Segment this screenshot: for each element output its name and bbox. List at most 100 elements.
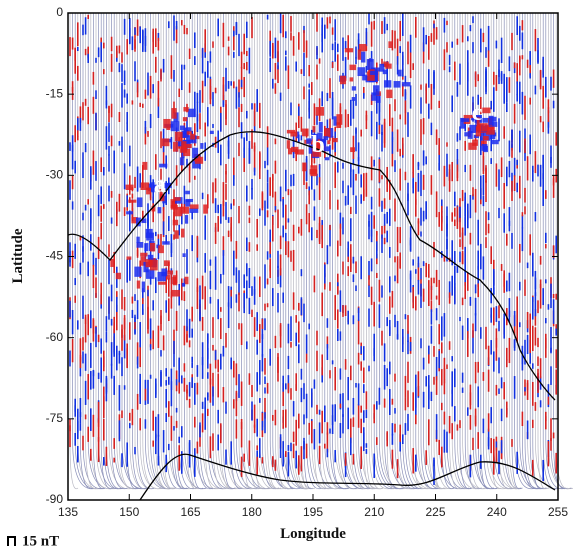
track bbox=[80, 13, 94, 490]
anomaly-blob bbox=[174, 206, 183, 217]
anomaly-blob bbox=[136, 236, 140, 243]
track bbox=[449, 13, 462, 490]
anomaly-blob bbox=[203, 204, 208, 214]
anomaly-blob bbox=[136, 242, 144, 248]
anomaly-blob bbox=[490, 139, 499, 145]
anomaly-blob bbox=[470, 114, 476, 119]
anomaly-blob bbox=[323, 136, 329, 141]
y-axis-title: Latitude bbox=[10, 228, 26, 283]
y-tick-label: -75 bbox=[46, 411, 64, 425]
x-tick-label: 195 bbox=[303, 505, 323, 519]
track bbox=[111, 13, 128, 490]
x-axis-title: Longitude bbox=[280, 526, 346, 542]
anomaly-blob bbox=[183, 148, 191, 157]
track bbox=[243, 13, 253, 490]
anomaly-blob bbox=[185, 190, 190, 195]
anomaly-blob bbox=[158, 245, 164, 254]
anomaly-blob bbox=[151, 205, 156, 212]
track bbox=[425, 13, 450, 490]
x-tick-label: 210 bbox=[364, 505, 384, 519]
anomaly-blob bbox=[357, 67, 366, 77]
anomaly-blob bbox=[351, 86, 357, 91]
y-tick-label: -45 bbox=[46, 249, 64, 263]
anomaly-blob bbox=[145, 269, 155, 279]
anomaly-blob bbox=[482, 107, 491, 114]
anomaly-blob bbox=[183, 143, 192, 149]
anomaly-blob bbox=[163, 118, 171, 129]
anomaly-blob bbox=[190, 133, 196, 140]
track bbox=[340, 13, 357, 490]
anomaly-blob bbox=[151, 182, 155, 193]
anomaly-blob bbox=[171, 108, 177, 119]
anomaly-blob bbox=[126, 256, 132, 260]
anomaly-blob bbox=[473, 134, 480, 139]
anomaly-blob bbox=[358, 44, 367, 52]
anomaly-blob bbox=[313, 139, 321, 149]
anomaly-blob bbox=[296, 149, 304, 155]
anomaly-blob bbox=[467, 131, 473, 139]
anomaly-blob bbox=[488, 115, 494, 126]
anomaly-blob bbox=[336, 122, 341, 129]
track bbox=[483, 13, 499, 490]
anomaly-blob bbox=[464, 132, 471, 137]
track bbox=[223, 13, 236, 490]
track bbox=[480, 13, 490, 490]
anomaly-blob bbox=[310, 165, 318, 177]
anomaly-blob bbox=[468, 142, 477, 150]
track bbox=[532, 13, 543, 490]
track bbox=[176, 13, 189, 490]
track bbox=[353, 13, 372, 490]
anomaly-blob bbox=[480, 140, 487, 146]
anomaly-blob bbox=[184, 215, 189, 224]
track bbox=[228, 13, 251, 490]
x-tick-label: 240 bbox=[487, 505, 507, 519]
track bbox=[275, 13, 295, 490]
anomaly-blob bbox=[170, 199, 177, 208]
anomaly-blob bbox=[379, 63, 385, 72]
anomaly-blob bbox=[136, 217, 141, 227]
anomaly-blob bbox=[136, 280, 141, 289]
track bbox=[93, 13, 106, 490]
x-tick-label: 225 bbox=[425, 505, 445, 519]
track bbox=[412, 13, 426, 490]
x-tick-label: 255 bbox=[548, 505, 568, 519]
anomaly-blob bbox=[180, 228, 185, 238]
anomaly-blob bbox=[161, 268, 168, 277]
track bbox=[204, 13, 218, 490]
anomaly-blob bbox=[163, 182, 172, 189]
anomaly-blob bbox=[349, 64, 357, 71]
anomaly-blob bbox=[308, 144, 315, 154]
anomaly-blob bbox=[156, 244, 160, 249]
anomaly-blob bbox=[174, 230, 179, 239]
anomaly-blob bbox=[134, 266, 142, 277]
anomaly-blob bbox=[145, 228, 153, 238]
anomaly-blob bbox=[383, 80, 392, 88]
track bbox=[555, 13, 571, 490]
track bbox=[308, 13, 329, 490]
anomaly-blob bbox=[327, 140, 331, 145]
anomaly-blob bbox=[150, 242, 156, 252]
anomaly-blob bbox=[144, 243, 149, 252]
track bbox=[197, 13, 214, 490]
anomaly-blob bbox=[186, 130, 192, 135]
anomaly-blob bbox=[181, 147, 185, 159]
anomaly-blob bbox=[486, 126, 495, 135]
anomaly-blob bbox=[110, 258, 114, 267]
anomaly-blob bbox=[397, 69, 402, 77]
anomaly-blob bbox=[149, 259, 158, 271]
anomaly-blob bbox=[140, 182, 150, 190]
anomaly-blob bbox=[312, 125, 316, 133]
anomaly-blob bbox=[171, 289, 180, 297]
track bbox=[301, 13, 311, 490]
track bbox=[173, 13, 186, 490]
track bbox=[514, 13, 536, 490]
anomaly-blob bbox=[344, 48, 354, 53]
anomaly-blob bbox=[209, 130, 214, 135]
anomaly-blob bbox=[157, 271, 166, 282]
coastline bbox=[67, 131, 556, 401]
anomaly-blob bbox=[357, 49, 362, 60]
track bbox=[498, 13, 511, 490]
anomaly-blob bbox=[317, 132, 323, 140]
annotation: a bbox=[154, 172, 166, 198]
anomaly-blob bbox=[312, 146, 322, 157]
